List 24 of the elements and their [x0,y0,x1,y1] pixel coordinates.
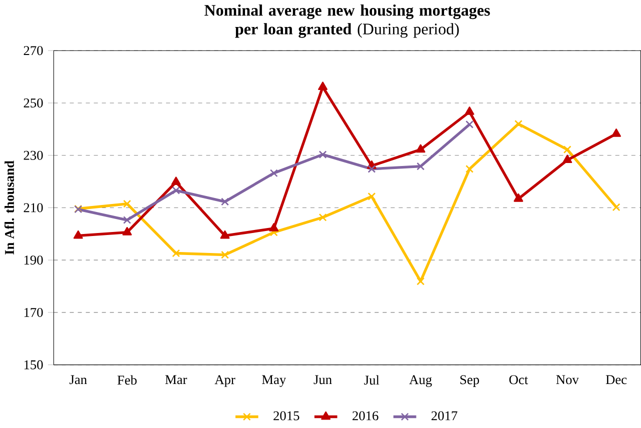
y-tick-label: 230 [24,151,43,160]
y-tick-label: 210 [24,203,43,212]
x-tick-label: Jun [314,375,332,384]
y-tick-label: 270 [24,46,43,56]
legend-label: 2016 [352,412,378,421]
y-tick-label: 190 [24,256,43,265]
x-tick-label: Jan [70,375,87,384]
x-tick-label: Sep [460,375,480,388]
y-tick-label: 170 [24,308,43,318]
x-tick-label: Feb [117,375,137,385]
y-tick-label: 250 [24,98,43,108]
chart-title: Nominal average new housing mortgages per loan granted (During period) [204,4,490,38]
y-tick-label: 150 [24,360,43,370]
legend-label: 2017 [432,412,458,421]
x-tick-label: Dec [606,375,627,384]
x-tick-label: May [262,375,286,388]
x-tick-label: Apr [214,375,236,388]
x-tick-label: Mar [165,375,188,384]
x-tick-label: Jul [364,375,380,385]
y-axis-title: In Afl. thousand [4,160,14,255]
x-tick-label: Aug [409,375,432,388]
legend-label: 2015 [274,412,300,421]
x-tick-label: Nov [556,375,579,384]
x-tick-label: Oct [509,375,528,384]
